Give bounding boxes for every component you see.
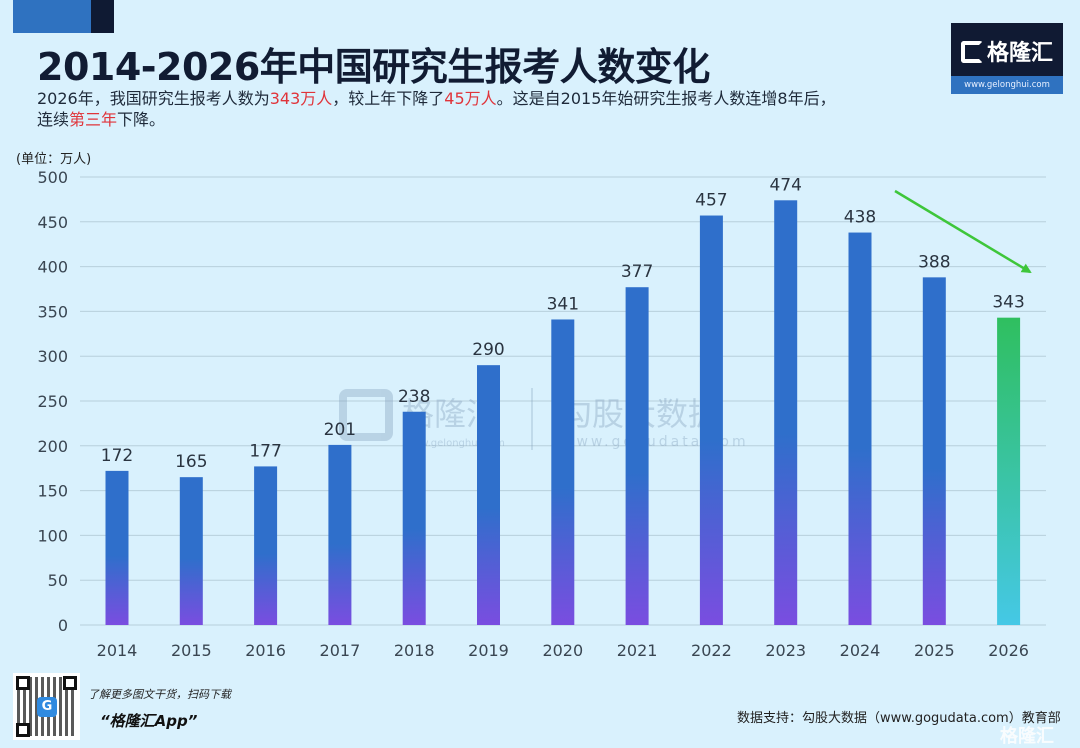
y-tick-label: 400 bbox=[37, 258, 68, 277]
y-tick-label: 50 bbox=[48, 571, 68, 590]
subtitle-text: 下降。 bbox=[117, 110, 166, 129]
data-label-2015: 165 bbox=[175, 452, 207, 472]
gelonghui-logo: 格隆汇 www.gelonghui.com bbox=[951, 23, 1063, 94]
data-label-2026: 343 bbox=[992, 293, 1024, 313]
decorative-block-blue bbox=[13, 0, 91, 33]
bar-2024 bbox=[848, 232, 872, 625]
bar-2021 bbox=[625, 287, 649, 625]
qr-finder bbox=[16, 676, 30, 690]
data-label-2020: 341 bbox=[547, 294, 579, 314]
x-tick-label: 2015 bbox=[171, 641, 212, 660]
data-label-2017: 201 bbox=[324, 420, 356, 440]
qr-g-logo-icon: G bbox=[37, 697, 57, 717]
promo-text: 了解更多图文干货，扫码下载 bbox=[88, 688, 231, 701]
x-tick-label: 2019 bbox=[468, 641, 509, 660]
data-label-2022: 457 bbox=[695, 191, 727, 211]
bar-2022 bbox=[699, 215, 723, 625]
subtitle-text: ，较上年下降了 bbox=[332, 89, 445, 108]
data-label-2025: 388 bbox=[918, 252, 950, 272]
data-labels: 172 165 177 201 238 290 341 377 457 474 438 388 343 bbox=[101, 175, 1025, 472]
y-tick-label: 100 bbox=[37, 526, 68, 545]
x-tick-label: 2022 bbox=[691, 641, 732, 660]
bar-2019 bbox=[477, 365, 500, 625]
x-tick-label: 2023 bbox=[765, 641, 806, 660]
x-tick-label: 2021 bbox=[617, 641, 658, 660]
bars bbox=[105, 200, 1021, 625]
subtitle-highlight: 45万人 bbox=[444, 89, 497, 108]
subtitle-highlight: 343万人 bbox=[269, 89, 333, 108]
data-label-2024: 438 bbox=[844, 208, 876, 228]
x-tick-label: 2025 bbox=[914, 641, 955, 660]
qr-finder bbox=[16, 723, 30, 737]
data-label-2023: 474 bbox=[769, 175, 801, 195]
logo-brand: 格隆汇 bbox=[961, 35, 1053, 67]
g-logo-icon bbox=[961, 41, 983, 63]
bar-2023 bbox=[774, 200, 798, 625]
x-tick-label: 2024 bbox=[840, 641, 881, 660]
watermark-g-icon bbox=[339, 389, 393, 441]
watermark-url-left: www.gelonghui.com bbox=[404, 438, 505, 449]
bar-2026 bbox=[997, 317, 1021, 625]
subtitle-highlight: 第三年 bbox=[69, 110, 118, 129]
bar-2025 bbox=[922, 277, 946, 625]
y-tick-label: 200 bbox=[37, 437, 68, 456]
qr-code[interactable]: G bbox=[13, 673, 80, 740]
bar-2015 bbox=[179, 477, 203, 625]
data-label-2021: 377 bbox=[621, 262, 653, 282]
data-label-2018: 238 bbox=[398, 387, 430, 407]
y-tick-label: 0 bbox=[58, 616, 68, 635]
bar-2017 bbox=[328, 444, 352, 625]
subtitle-text: 。这是自2015年始研究生报考人数连增8年后，连续 bbox=[37, 89, 836, 129]
y-tick-label: 450 bbox=[37, 213, 68, 232]
promo-app-name: “格隆汇App” bbox=[100, 712, 198, 730]
x-tick-label: 2018 bbox=[394, 641, 435, 660]
bar-2018 bbox=[402, 411, 426, 625]
y-tick-label: 250 bbox=[37, 392, 68, 411]
x-tick-label: 2026 bbox=[988, 641, 1029, 660]
data-label-2014: 172 bbox=[101, 446, 133, 466]
watermark-url-right: www.gogudata.com bbox=[562, 434, 749, 450]
x-tick-label: 2016 bbox=[245, 641, 286, 660]
x-tick-label: 2017 bbox=[320, 641, 361, 660]
y-tick-label: 150 bbox=[37, 482, 68, 501]
logo-url: www.gelonghui.com bbox=[951, 76, 1063, 94]
trend-arrow-icon bbox=[894, 189, 1032, 274]
unit-label: (单位：万人) bbox=[16, 152, 92, 167]
x-tick-label: 2020 bbox=[542, 641, 583, 660]
corner-watermark: 格隆汇 bbox=[1000, 726, 1054, 747]
x-tick-label: 2014 bbox=[97, 641, 138, 660]
y-tick-label: 500 bbox=[37, 168, 68, 187]
data-label-2016: 177 bbox=[249, 441, 281, 461]
data-source: 数据支持：勾股大数据（www.gogudata.com）教育部 bbox=[737, 711, 1061, 726]
chart-subtitle: 2026年，我国研究生报考人数为343万人，较上年下降了45万人。这是自2015… bbox=[37, 88, 837, 130]
logo-brand-text: 格隆汇 bbox=[987, 41, 1054, 66]
subtitle-text: 2026年，我国研究生报考人数为 bbox=[37, 89, 270, 108]
chart-title: 2014-2026年中国研究生报考人数变化 bbox=[37, 45, 710, 89]
qr-finder bbox=[63, 676, 77, 690]
bar-2014 bbox=[105, 470, 129, 625]
data-label-2019: 290 bbox=[472, 340, 504, 360]
bar-2020 bbox=[551, 319, 575, 625]
decorative-block-navy bbox=[91, 0, 114, 33]
y-tick-label: 300 bbox=[37, 347, 68, 366]
y-tick-label: 350 bbox=[37, 302, 68, 321]
x-axis-ticks: 2014 2015 2016 2017 2018 2019 2020 2021 2022 2023… bbox=[97, 641, 1029, 660]
bar-2016 bbox=[254, 466, 278, 625]
y-axis-ticks: 0 50 100 150 200 250 300 350 400 450 500 bbox=[37, 168, 68, 635]
